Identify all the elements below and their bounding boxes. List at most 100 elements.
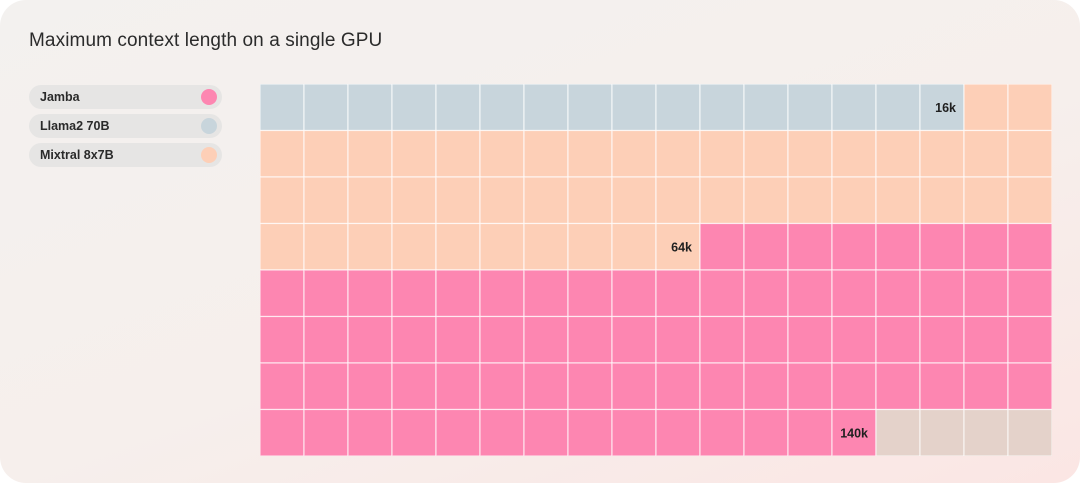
- waffle-cell-llama2-70b: [567, 84, 613, 132]
- waffle-cell-mixtral-8x7b: [875, 176, 921, 225]
- waffle-cell-jamba: [303, 315, 349, 364]
- waffle-cell-empty: [963, 408, 1009, 456]
- waffle-cell-mixtral-8x7b: [523, 129, 569, 178]
- waffle-cell-jamba: [435, 269, 481, 318]
- waffle-cell-mixtral-8x7b: [1007, 176, 1052, 225]
- waffle-cell-jamba: [743, 408, 789, 456]
- waffle-cell-llama2-70b: [787, 84, 833, 132]
- waffle-cell-mixtral-8x7b: [655, 222, 701, 271]
- waffle-cell-llama2-70b: [743, 84, 789, 132]
- waffle-cell-jamba: [875, 362, 921, 411]
- waffle-cell-jamba: [523, 269, 569, 318]
- waffle-cell-llama2-70b: [523, 84, 569, 132]
- waffle-cell-mixtral-8x7b: [963, 176, 1009, 225]
- waffle-cell-llama2-70b: [699, 84, 745, 132]
- waffle-cell-mixtral-8x7b: [743, 129, 789, 178]
- waffle-cell-jamba: [655, 408, 701, 456]
- waffle-cell-mixtral-8x7b: [260, 222, 305, 271]
- waffle-cell-jamba: [260, 408, 305, 456]
- value-label-llama2-70b: 16k: [935, 101, 956, 115]
- waffle-cell-jamba: [699, 315, 745, 364]
- waffle-cell-mixtral-8x7b: [260, 129, 305, 178]
- waffle-cell-jamba: [303, 362, 349, 411]
- waffle-cell-jamba: [611, 362, 657, 411]
- waffle-cell-mixtral-8x7b: [391, 176, 437, 225]
- waffle-cell-llama2-70b: [479, 84, 525, 132]
- waffle-cell-llama2-70b: [875, 84, 921, 132]
- waffle-cell-jamba: [567, 408, 613, 456]
- waffle-cell-mixtral-8x7b: [963, 129, 1009, 178]
- waffle-cell-jamba: [260, 269, 305, 318]
- waffle-cell-mixtral-8x7b: [699, 176, 745, 225]
- value-label-jamba: 140k: [840, 426, 868, 440]
- waffle-cell-jamba: [347, 269, 393, 318]
- legend: Jamba Llama2 70B Mixtral 8x7B: [29, 85, 222, 172]
- waffle-cell-mixtral-8x7b: [963, 84, 1009, 132]
- waffle-cell-llama2-70b: [611, 84, 657, 132]
- waffle-cell-jamba: [831, 222, 877, 271]
- waffle-cell-jamba: [831, 408, 877, 456]
- waffle-cell-mixtral-8x7b: [479, 176, 525, 225]
- waffle-cell-jamba: [655, 269, 701, 318]
- waffle-cell-mixtral-8x7b: [523, 176, 569, 225]
- legend-item-mixtral-8x7b: Mixtral 8x7B: [29, 143, 222, 167]
- waffle-cell-jamba: [611, 269, 657, 318]
- waffle-cell-mixtral-8x7b: [699, 129, 745, 178]
- waffle-cell-mixtral-8x7b: [391, 222, 437, 271]
- waffle-cell-jamba: [787, 362, 833, 411]
- waffle-cell-jamba: [919, 269, 965, 318]
- waffle-cell-jamba: [787, 222, 833, 271]
- waffle-cell-jamba: [523, 408, 569, 456]
- waffle-cell-jamba: [875, 222, 921, 271]
- waffle-cell-jamba: [303, 269, 349, 318]
- waffle-cell-mixtral-8x7b: [479, 222, 525, 271]
- waffle-cell-empty: [875, 408, 921, 456]
- waffle-cell-mixtral-8x7b: [655, 129, 701, 178]
- waffle-cell-jamba: [743, 222, 789, 271]
- waffle-cell-mixtral-8x7b: [787, 129, 833, 178]
- waffle-cell-jamba: [260, 362, 305, 411]
- waffle-cell-llama2-70b: [347, 84, 393, 132]
- waffle-cell-jamba: [919, 362, 965, 411]
- waffle-cell-jamba: [611, 315, 657, 364]
- waffle-cell-jamba: [831, 362, 877, 411]
- waffle-cell-jamba: [655, 315, 701, 364]
- waffle-cell-jamba: [787, 269, 833, 318]
- waffle-cell-jamba: [963, 315, 1009, 364]
- chart-title: Maximum context length on a single GPU: [29, 30, 383, 51]
- waffle-cell-jamba: [1007, 222, 1052, 271]
- waffle-cell-jamba: [699, 269, 745, 318]
- waffle-cell-mixtral-8x7b: [919, 176, 965, 225]
- waffle-cell-mixtral-8x7b: [611, 222, 657, 271]
- waffle-cell-mixtral-8x7b: [611, 176, 657, 225]
- waffle-cell-mixtral-8x7b: [260, 176, 305, 225]
- waffle-cell-jamba: [699, 362, 745, 411]
- waffle-cell-jamba: [831, 315, 877, 364]
- waffle-chart: 16k 64k 140k: [260, 84, 1052, 456]
- waffle-cell-llama2-70b: [919, 84, 965, 132]
- waffle-cell-jamba: [391, 269, 437, 318]
- waffle-cell-mixtral-8x7b: [831, 176, 877, 225]
- waffle-cell-jamba: [919, 315, 965, 364]
- value-label-mixtral-8x7b: 64k: [671, 240, 692, 254]
- waffle-cell-jamba: [347, 362, 393, 411]
- waffle-cell-empty: [1007, 408, 1052, 456]
- waffle-cell-llama2-70b: [260, 84, 305, 132]
- waffle-cell-mixtral-8x7b: [1007, 129, 1052, 178]
- waffle-cell-jamba: [875, 269, 921, 318]
- waffle-cell-mixtral-8x7b: [919, 129, 965, 178]
- waffle-cell-jamba: [875, 315, 921, 364]
- waffle-cell-jamba: [655, 362, 701, 411]
- waffle-cell-jamba: [391, 362, 437, 411]
- waffle-cell-jamba: [347, 315, 393, 364]
- waffle-cell-mixtral-8x7b: [831, 129, 877, 178]
- waffle-cell-mixtral-8x7b: [567, 176, 613, 225]
- waffle-cell-jamba: [260, 315, 305, 364]
- waffle-cell-mixtral-8x7b: [435, 129, 481, 178]
- waffle-cell-jamba: [1007, 362, 1052, 411]
- waffle-cell-jamba: [391, 315, 437, 364]
- waffle-cell-jamba: [1007, 315, 1052, 364]
- waffle-cell-mixtral-8x7b: [303, 176, 349, 225]
- waffle-cell-mixtral-8x7b: [347, 222, 393, 271]
